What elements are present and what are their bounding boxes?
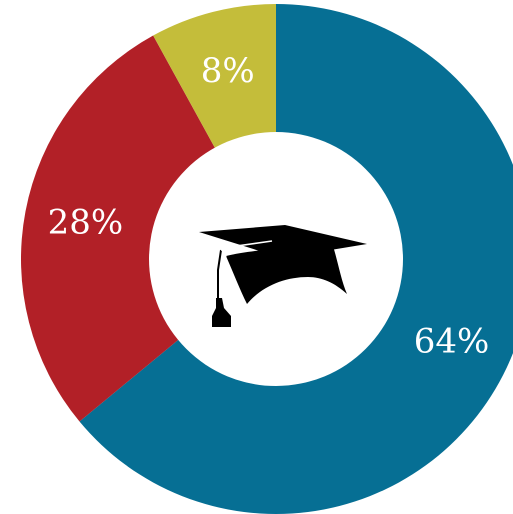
slice-label-1: 28% <box>48 203 124 243</box>
slice-labels: 64% 28% 8% <box>48 51 490 362</box>
slice-label-2: 8% <box>201 51 255 91</box>
graduation-cap-icon <box>199 225 367 327</box>
slice-label-0: 64% <box>414 322 490 362</box>
slice-1 <box>20 35 277 422</box>
